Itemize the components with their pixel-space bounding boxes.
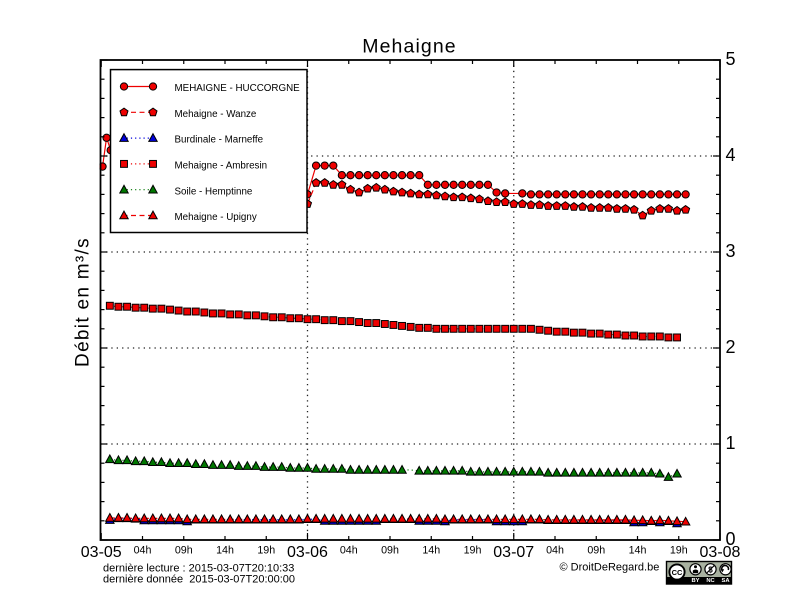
svg-text:CC: CC (672, 568, 683, 577)
svg-text:dernière donnée 2015-03-07T20: dernière donnée 2015-03-07T20:00:00 (103, 573, 295, 585)
svg-text:04h: 04h (340, 545, 358, 557)
svg-text:19h: 19h (464, 545, 482, 557)
svg-text:04h: 04h (134, 545, 152, 557)
svg-text:BY: BY (691, 578, 699, 584)
svg-text:Soile - Hemptinne: Soile - Hemptinne (175, 186, 253, 197)
svg-text:Débit en m³/s: Débit en m³/s (73, 237, 94, 367)
svg-text:© DroitDeRegard.be: © DroitDeRegard.be (560, 562, 660, 574)
svg-text:1: 1 (726, 433, 736, 453)
svg-text:14h: 14h (422, 545, 440, 557)
svg-text:14h: 14h (629, 545, 647, 557)
svg-text:MEHAIGNE - HUCCORGNE: MEHAIGNE - HUCCORGNE (175, 83, 301, 94)
svg-text:0: 0 (726, 529, 736, 549)
svg-text:03-06: 03-06 (287, 544, 328, 561)
svg-text:2: 2 (726, 337, 736, 357)
svg-text:19h: 19h (670, 545, 688, 557)
svg-text:03-05: 03-05 (81, 544, 122, 561)
svg-text:NC: NC (706, 578, 715, 584)
svg-text:Mehaigne - Wanze: Mehaigne - Wanze (175, 109, 257, 120)
svg-text:3: 3 (726, 241, 736, 261)
svg-text:04h: 04h (546, 545, 564, 557)
svg-text:03-07: 03-07 (493, 544, 534, 561)
svg-text:Mehaigne - Ambresin: Mehaigne - Ambresin (175, 161, 268, 172)
svg-text:Mehaigne: Mehaigne (362, 36, 456, 58)
svg-text:SA: SA (721, 578, 730, 584)
svg-text:14h: 14h (216, 545, 234, 557)
svg-text:09h: 09h (175, 545, 193, 557)
svg-text:09h: 09h (381, 545, 399, 557)
svg-text:dernière lecture : 2015-03-07T: dernière lecture : 2015-03-07T20:10:33 (103, 562, 294, 574)
svg-text:03-08: 03-08 (700, 544, 741, 561)
svg-text:Burdinale - Marneffe: Burdinale - Marneffe (175, 135, 264, 146)
svg-text:4: 4 (726, 145, 736, 165)
svg-text:5: 5 (726, 49, 736, 69)
svg-text:09h: 09h (587, 545, 605, 557)
svg-text:19h: 19h (257, 545, 275, 557)
svg-text:Mehaigne - Upigny: Mehaigne - Upigny (175, 212, 257, 223)
